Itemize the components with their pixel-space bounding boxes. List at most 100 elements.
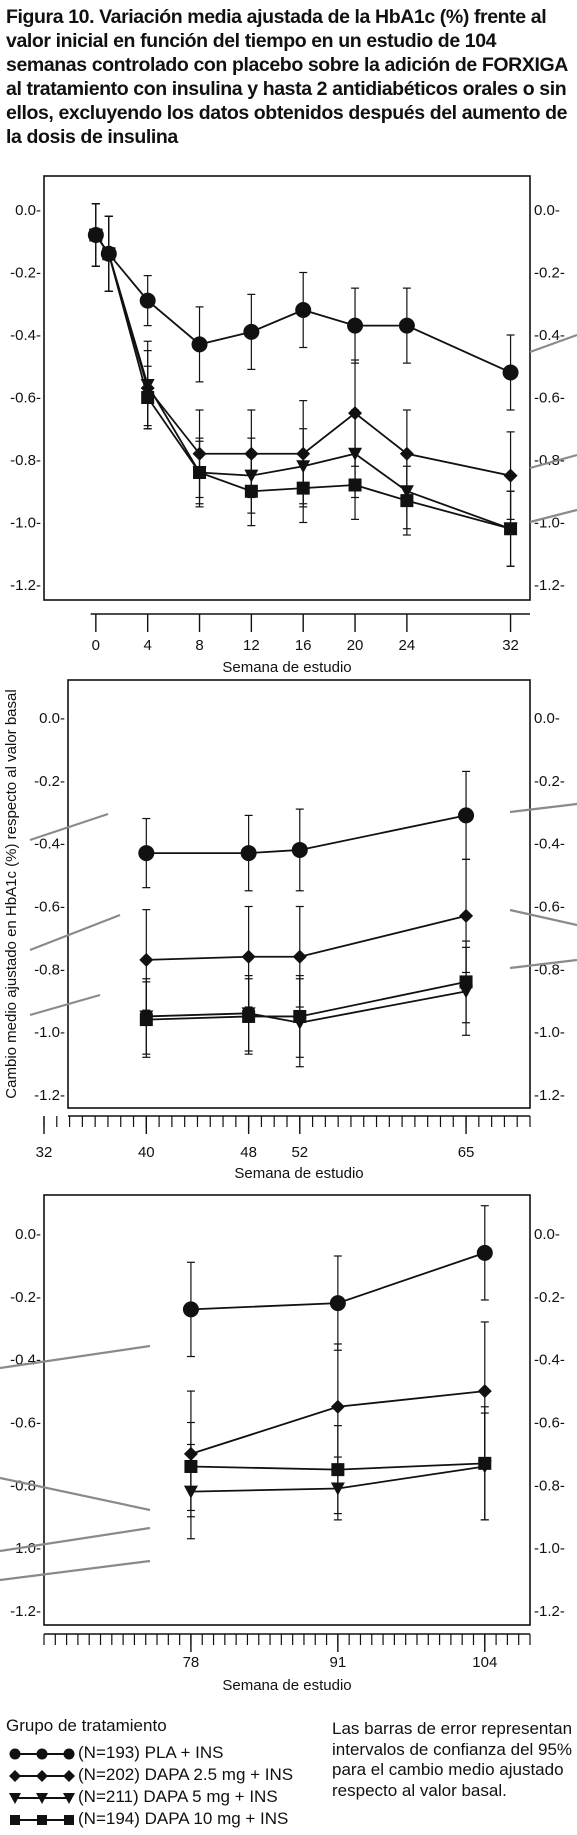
legend-triangle-marker-icon [9,1793,75,1804]
panel-connector-line [509,802,577,814]
data-point-circle [291,841,308,858]
panel-connector-line [0,1476,151,1512]
data-point-circle [347,317,364,334]
x-tick-label: 24 [399,637,416,654]
y-tick-label-right: -0.8- [534,1477,565,1494]
data-point-circle [329,1295,346,1312]
panel-connector-line [29,993,101,1017]
data-point-square [244,484,258,498]
panel-connector-line [29,812,109,842]
data-point-square [139,1013,153,1027]
legend-title: Grupo de tratamiento [6,1716,167,1735]
y-tick-label-left: 0.0- [39,710,65,727]
data-point-square [102,247,116,261]
x-tick-label: 32 [502,637,519,654]
data-point-square [184,1459,198,1473]
y-tick-label-right: -0.4- [534,836,565,853]
y-tick-label-left: -0.2- [34,773,65,790]
data-point-square [331,1463,345,1477]
x-tick-label: 65 [458,1144,475,1161]
data-point-square [348,478,362,492]
figure-title: Figura 10. Variación media ajustada de l… [6,6,568,148]
y-tick-label-left: -1.0- [34,1024,65,1041]
data-point-circle [240,845,257,862]
chart-panel-3: 0.0- 0.0--0.2- -0.2--0.4- -0.4--0.6- -0.6--0… [10,1194,565,1694]
x-tick-label: 91 [330,1654,347,1671]
data-point-circle [398,317,415,334]
y-tick-label-left: -0.6- [10,1415,41,1432]
y-tick-label-right: -0.6- [534,899,565,916]
data-point-square [296,481,310,495]
x-tick-label: 104 [472,1654,497,1671]
data-point-circle [458,807,475,824]
data-point-circle [191,336,208,353]
plot-frame [43,1194,531,1626]
chart-figure: 0.0- 0.0- -0.2- -0.2- -0.4- -0.4- -0.6- -0.6- -0… [0,175,577,1694]
y-tick-label-right: -1.0- [534,1024,565,1041]
data-point-square [504,522,518,536]
y-tick-label-left: -1.0- [10,1540,41,1557]
chart-panel-1: 0.0- 0.0- -0.2- -0.2- -0.4- -0.4- -0.6- -0.6- -0… [10,175,565,676]
y-tick-label-right: -0.4- [534,327,565,344]
data-point-square [141,391,155,404]
data-point-diamond [292,949,307,964]
y-tick-label-left: -0.4- [34,836,65,853]
data-point-diamond [241,949,256,964]
y-tick-label-right: -0.2- [534,773,565,790]
data-point-diamond [330,1399,345,1414]
y-tick-label-right: 0.0- [534,202,560,219]
y-tick-label-left: -0.8- [34,961,65,978]
data-point-circle [139,292,156,309]
panel-connector-line [0,1559,151,1582]
x-tick-label: 20 [347,637,364,654]
y-tick-label-right: -0.2- [534,1289,565,1306]
y-tick-label-left: 0.0- [15,1226,41,1243]
y-tick-label-left: -1.2- [34,1087,65,1104]
y-tick-label-right: -1.0- [534,1540,565,1557]
data-point-square [478,1456,492,1470]
y-tick-label-right: -1.2- [534,577,565,594]
y-tick-label-right: -0.6- [534,1415,565,1432]
x-tick-label: 8 [195,637,203,654]
y-tick-label-right: 0.0- [534,1226,560,1243]
x-tick-label: 12 [243,637,260,654]
data-point-circle [502,364,519,381]
panel-connector-line [509,958,577,970]
data-point-diamond [503,468,518,483]
panel-connector-line [529,508,577,524]
y-tick-label-left: -0.2- [10,265,41,282]
legend-item-label: (N=194) DAPA 10 mg + INS [78,1809,289,1828]
legend-item-dapa-2-5: (N=202) DAPA 2.5 mg + INS [6,1765,332,1787]
data-point-diamond [477,1384,492,1399]
data-point-circle [476,1244,493,1261]
error-bar-note: Las barras de error representan interval… [332,1719,573,1800]
series-line [146,814,467,854]
y-tick-label-left: 0.0- [15,202,41,219]
y-tick-label-left: -1.0- [10,515,41,532]
series-line [146,990,467,1024]
legend-item-dapa-5: (N=211) DAPA 5 mg + INS [6,1787,332,1809]
data-point-square [193,466,207,479]
x-tick-label: 16 [295,637,312,654]
legend-diamond-marker-icon [9,1770,75,1782]
data-point-circle [138,845,155,862]
y-axis-label: Cambio medio ajustado en HbA1c (%) respe… [3,689,20,1098]
y-tick-label-left: -0.6- [34,899,65,916]
panel-connector-line [0,1526,151,1553]
y-tick-label-right: -0.2- [534,265,565,282]
y-tick-label-left: -1.2- [10,1603,41,1620]
data-point-circle [182,1301,199,1318]
x-tick-label: 32 [36,1144,53,1161]
plot-frame [43,175,531,601]
y-tick-label-right: -0.8- [534,961,565,978]
y-tick-label-left: -0.8- [10,452,41,469]
data-point-diamond [459,908,474,923]
data-point-square [242,1009,256,1023]
data-point-square [459,975,473,989]
series-line [146,981,467,1021]
panel-connector-line [529,453,577,470]
x-tick-label: 78 [183,1654,200,1671]
plot-frame [67,679,531,1109]
y-tick-label-right: 0.0- [534,710,560,727]
legend-square-marker-icon [10,1815,74,1825]
